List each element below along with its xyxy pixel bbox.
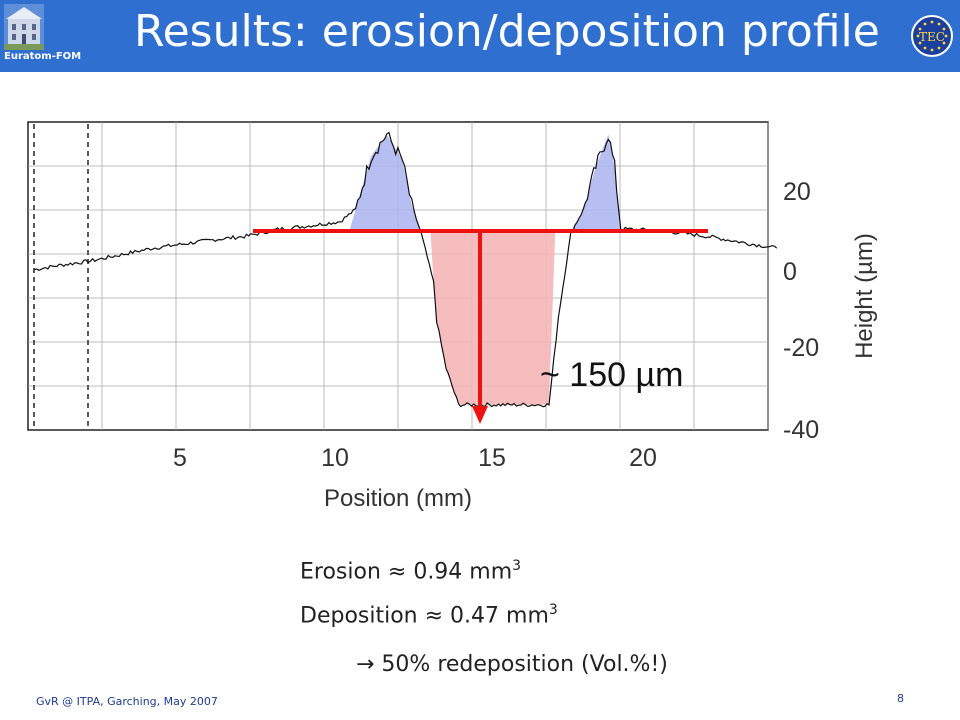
- x-tick-label: 5: [173, 444, 187, 472]
- deposition-area-right: [555, 134, 624, 231]
- deposition-volume: Deposition ≈ 0.47 mm3: [300, 602, 558, 629]
- x-tick-label: 10: [321, 444, 349, 472]
- tec-logo-text: TEC: [919, 30, 945, 44]
- footer-text: GvR @ ITPA, Garching, May 2007: [36, 695, 218, 708]
- x-tick-label: 15: [478, 444, 506, 472]
- y-tick-label: 0: [783, 258, 797, 286]
- y-tick-label: -20: [783, 334, 819, 362]
- deposition-area-left: [349, 134, 431, 231]
- deposition-exponent: 3: [548, 602, 558, 618]
- tick-labels: 5 10 15 20 20 0 -20 -40: [173, 178, 819, 472]
- x-tick-label: 20: [629, 444, 657, 472]
- slide-title: Results: erosion/deposition profile: [134, 6, 880, 57]
- depth-arrow-head-icon: [472, 406, 488, 424]
- erosion-exponent: 3: [512, 558, 522, 574]
- erosion-volume: Erosion ≈ 0.94 mm3: [300, 558, 522, 585]
- redeposition-conclusion: → 50% redeposition (Vol.%!): [356, 652, 668, 677]
- y-tick-label: -40: [783, 416, 819, 444]
- depth-annotation: ~ 150 µm: [540, 356, 683, 394]
- page-number: 8: [897, 692, 904, 705]
- erosion-area: [430, 231, 556, 405]
- y-axis-label: Height (µm): [851, 233, 878, 359]
- arrow-right-icon: →: [356, 652, 375, 677]
- title-bar: Euratom-FOM Results: erosion/deposition …: [0, 0, 960, 72]
- x-axis-label: Position (mm): [324, 485, 472, 512]
- tec-star-logo-icon: TEC: [911, 15, 953, 57]
- logo-label: Euratom-FOM: [4, 51, 82, 62]
- institute-building-logo-icon: [4, 4, 44, 50]
- y-tick-label: 20: [783, 178, 811, 206]
